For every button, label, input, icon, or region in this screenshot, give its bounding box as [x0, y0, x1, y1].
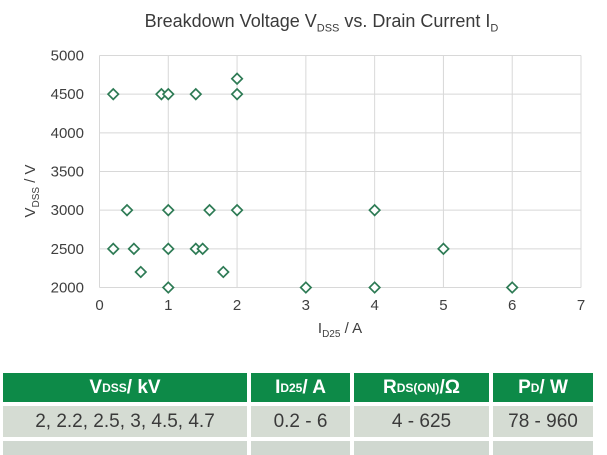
data-point-marker: [106, 87, 120, 101]
chart-title-text: Breakdown Voltage V: [144, 11, 317, 31]
data-point-marker: [230, 72, 244, 86]
x-tick-label: 0: [95, 297, 103, 314]
x-tick-label: 6: [508, 297, 516, 314]
y-tick-label: 2500: [51, 241, 84, 258]
x-tick-label: 2: [233, 297, 241, 314]
y-tick-label: 4000: [51, 125, 84, 142]
table-cell-rdson-range: 4 - 625: [354, 406, 489, 437]
data-point-marker: [230, 87, 244, 101]
data-point-marker: [161, 203, 175, 217]
scatter-plot: 0 1 2 3 4 5 6 7 2000 2500 3000 3500 4000 4500 5000: [51, 48, 586, 315]
header-unit: / A: [302, 376, 326, 398]
table-cell-pd-range: 78 - 960: [493, 406, 593, 437]
y-tick-label: 2000: [51, 280, 84, 297]
x-axis-label: ID25 / A: [99, 320, 581, 340]
data-point-marker: [127, 242, 141, 256]
table-header-vdss: V DSS / kV: [3, 373, 247, 402]
chart-title-sub-d: D: [490, 22, 499, 35]
x-axis-label-unit: / A: [340, 320, 363, 337]
x-tick-label: 4: [370, 297, 378, 314]
y-axis-label-sub: DSS: [31, 186, 42, 208]
chart-title: Breakdown Voltage VDSS vs. Drain Current…: [0, 11, 607, 35]
x-tick-label: 5: [439, 297, 447, 314]
table-partial-row-cell: [493, 441, 593, 455]
table-header-rdson: R DS(ON)/Ω: [354, 373, 489, 402]
data-point-marker: [299, 281, 313, 294]
table-header-id25: I D25 / A: [251, 373, 350, 402]
data-point-marker: [368, 203, 382, 217]
data-point-marker: [120, 203, 134, 217]
header-symbol: P: [518, 376, 531, 398]
data-point-marker: [505, 281, 519, 294]
y-tick-label: 5000: [51, 48, 84, 65]
y-axis-label-unit: / V: [22, 164, 39, 187]
y-axis-label: VDSS / V: [22, 141, 42, 241]
data-point-marker: [134, 265, 148, 279]
y-axis-label-symbol: V: [22, 207, 39, 218]
header-sub: DSS: [102, 380, 127, 395]
table-cell-vdss-values: 2, 2.2, 2.5, 3, 4.5, 4.7: [3, 406, 247, 437]
x-tick-label: 1: [164, 297, 172, 314]
table-partial-row-cell: [354, 441, 489, 455]
data-point-marker: [161, 87, 175, 101]
data-point-marker: [161, 242, 175, 256]
x-axis-label-symbol: I: [317, 320, 323, 337]
header-sub: D25: [280, 380, 303, 395]
header-symbol: V: [89, 376, 103, 398]
y-tick-label: 3500: [51, 164, 84, 181]
header-sub: DS(ON): [396, 380, 440, 395]
y-tick-label: 3000: [51, 202, 84, 219]
x-axis-label-sub: D25: [322, 329, 341, 340]
y-tick-label: 4500: [51, 86, 84, 103]
chart-title-text2: vs. Drain Current I: [339, 11, 491, 31]
x-tick-label: 7: [577, 297, 585, 314]
header-unit: / kV: [126, 376, 161, 398]
data-point-marker: [368, 281, 382, 294]
data-point-marker: [203, 203, 216, 217]
data-point-marker: [196, 242, 210, 256]
header-unit: / W: [539, 376, 568, 398]
table-partial-row-cell: [3, 441, 247, 455]
header-unit: /Ω: [439, 376, 460, 398]
x-tick-label: 3: [302, 297, 310, 314]
header-symbol: I: [275, 376, 281, 398]
header-sub: D: [530, 380, 540, 395]
data-point-marker: [216, 265, 230, 279]
data-point-marker: [437, 242, 450, 256]
header-symbol: R: [383, 376, 397, 398]
table-cell-id25-range: 0.2 - 6: [251, 406, 350, 437]
chart-title-sub-dss: DSS: [316, 22, 340, 35]
data-point-marker: [189, 87, 203, 101]
data-point-marker: [161, 281, 175, 294]
table-partial-row-cell: [251, 441, 350, 455]
data-point-marker: [230, 203, 244, 217]
data-point-marker: [106, 242, 120, 256]
